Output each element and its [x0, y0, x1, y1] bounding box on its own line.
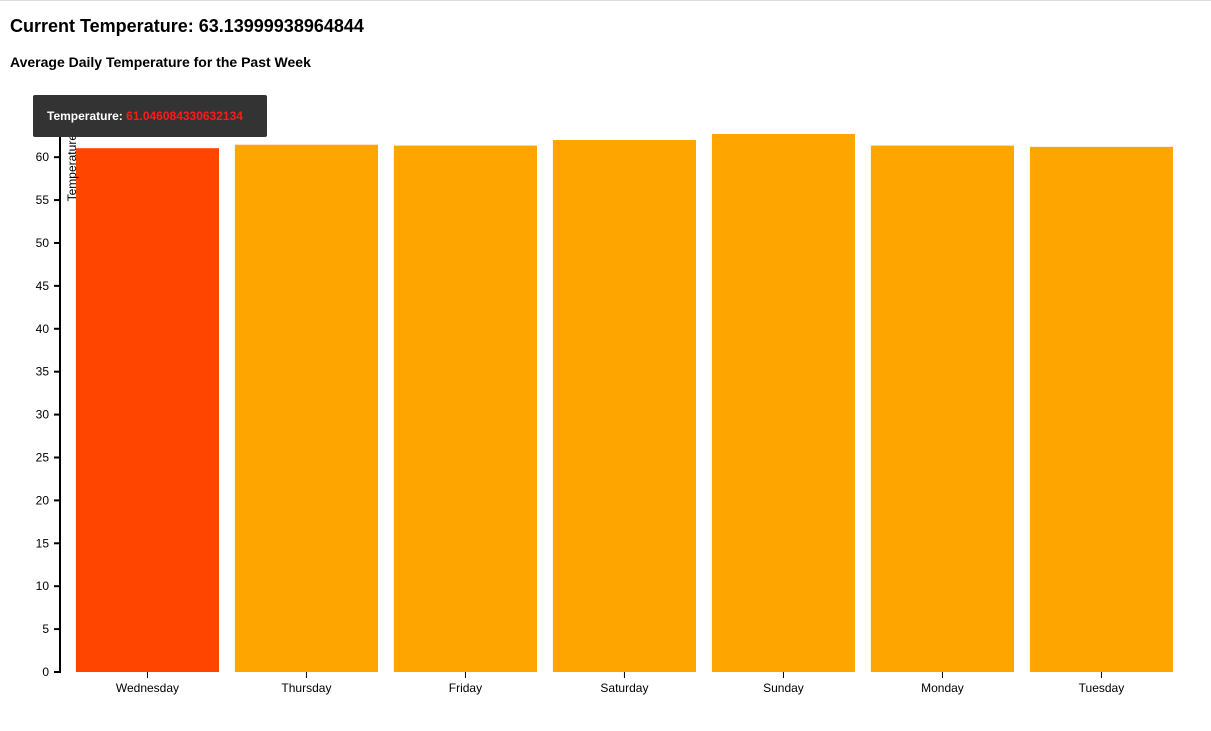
y-axis-line [54, 134, 60, 672]
x-tick-label: Thursday [281, 681, 331, 695]
tooltip-label: Temperature: [47, 109, 123, 123]
bar-saturday[interactable] [553, 140, 696, 672]
y-tick-label: 40 [36, 322, 50, 336]
y-tick-label: 60 [36, 150, 50, 164]
y-tick-label: 5 [42, 622, 49, 636]
x-tick-label: Sunday [763, 681, 804, 695]
y-tick-label: 10 [36, 579, 50, 593]
bar-friday[interactable] [394, 146, 537, 672]
x-tick-label: Wednesday [116, 681, 179, 695]
bar-sunday[interactable] [712, 134, 855, 672]
bar-wednesday[interactable] [76, 148, 219, 672]
tooltip: Temperature: 61.046084330632134 [33, 95, 267, 137]
x-tick-label: Friday [449, 681, 482, 695]
y-tick-label: 20 [36, 493, 50, 507]
y-tick-label: 55 [36, 193, 50, 207]
y-tick-label: 35 [36, 365, 50, 379]
y-tick-label: 15 [36, 536, 50, 550]
x-tick-label: Tuesday [1079, 681, 1125, 695]
y-tick-label: 0 [42, 665, 49, 679]
y-tick-label: 50 [36, 236, 50, 250]
x-tick-label: Monday [921, 681, 964, 695]
x-tick-label: Saturday [600, 681, 648, 695]
bar-tuesday[interactable] [1030, 147, 1173, 672]
y-tick-label: 45 [36, 279, 50, 293]
bar-monday[interactable] [871, 146, 1014, 672]
tooltip-value: 61.046084330632134 [126, 109, 243, 123]
y-axis-title: Temperature [65, 134, 79, 202]
bar-thursday[interactable] [235, 145, 378, 672]
y-tick-label: 30 [36, 408, 50, 422]
y-tick-label: 25 [36, 450, 50, 464]
